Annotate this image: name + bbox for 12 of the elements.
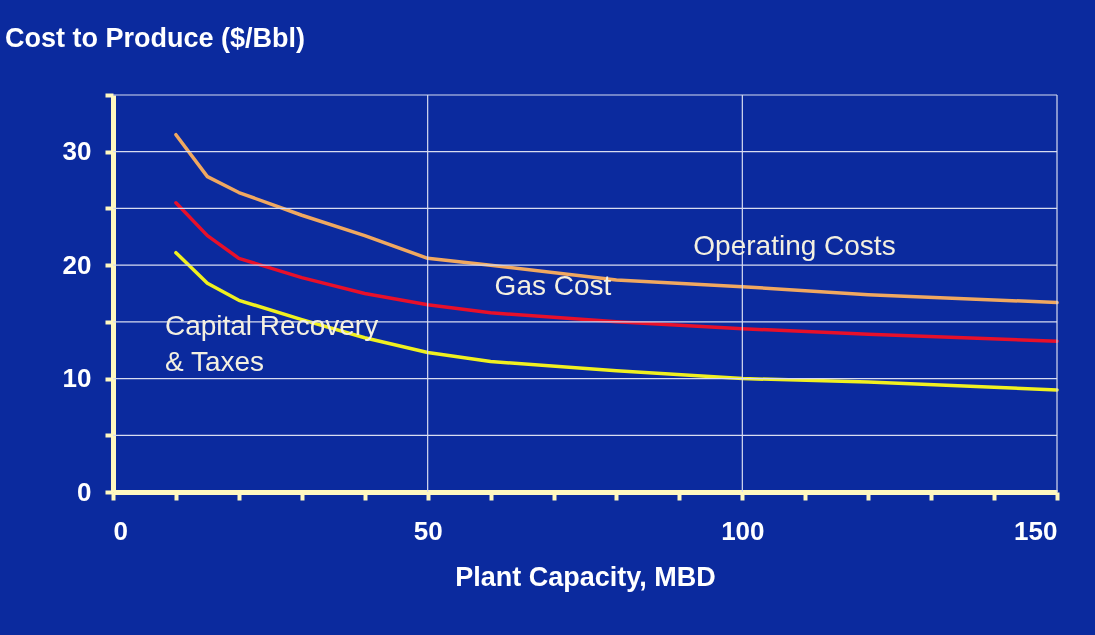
y-tick-label: 0 — [77, 476, 92, 507]
y-tick-label: 10 — [62, 363, 92, 394]
y-tick-label: 30 — [62, 136, 92, 167]
line-series — [174, 132, 1059, 305]
x-tick-label: 50 — [413, 515, 443, 546]
x-tick-label: 0 — [113, 515, 128, 546]
x-tick-label: 100 — [721, 515, 765, 546]
series-label: Gas Cost — [494, 269, 612, 301]
y-tick-label: 20 — [62, 249, 92, 280]
chart-title: Cost to Produce ($/Bbl) — [5, 23, 306, 53]
x-axis-title: Plant Capacity, MBD — [455, 561, 716, 592]
x-tick-label: 150 — [1014, 515, 1058, 546]
